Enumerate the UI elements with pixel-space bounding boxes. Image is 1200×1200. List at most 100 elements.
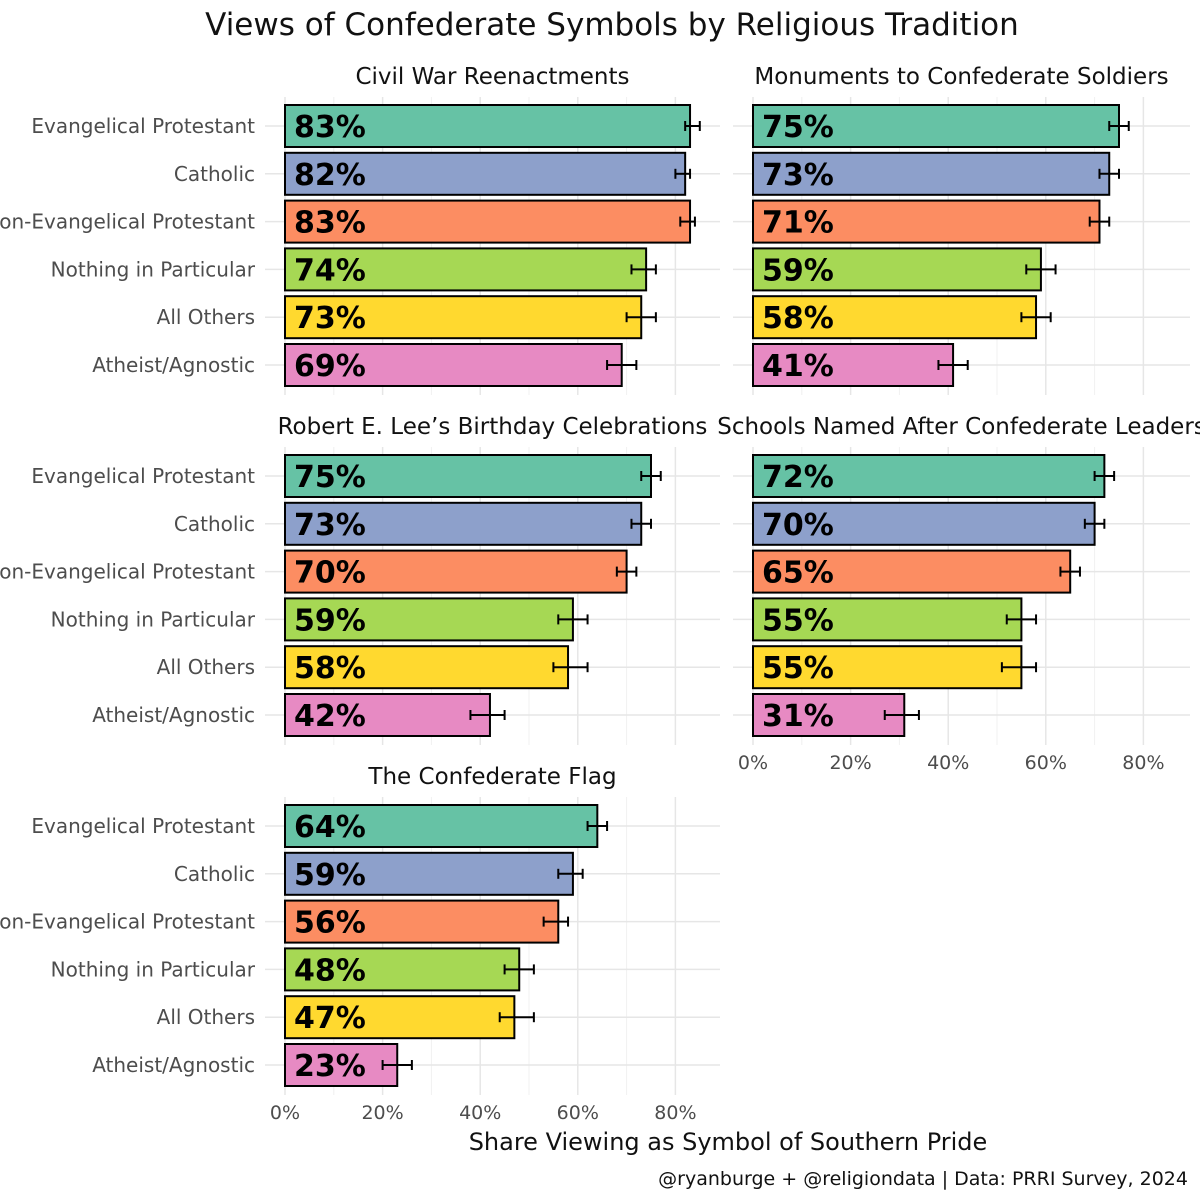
bar-value-label: 56%	[294, 906, 366, 941]
bar-value-label: 42%	[294, 699, 366, 734]
category-label: All Others	[157, 1005, 255, 1029]
bar-value-label: 59%	[762, 253, 834, 288]
bar	[284, 995, 516, 1040]
category-label: Atheist/Agnostic	[92, 1053, 255, 1077]
x-tick-label: 0%	[738, 752, 768, 774]
bar	[752, 501, 1096, 546]
bar	[284, 804, 599, 848]
category-label: Atheist/Agnostic	[92, 703, 255, 727]
bar-value-label: 23%	[294, 1049, 366, 1084]
bar	[284, 645, 570, 690]
bar-value-label: 55%	[762, 603, 834, 638]
facet-panels: Civil War Reenactments 83% 82% 83% 74% 73% 69%…	[0, 64, 1200, 1124]
bar	[284, 199, 692, 244]
category-label: Nothing in Particular	[51, 957, 256, 981]
bar-value-label: 75%	[762, 110, 834, 145]
category-label: Catholic	[174, 162, 255, 186]
bar-value-label: 64%	[294, 810, 366, 845]
category-label: Evangelical Protestant	[31, 814, 255, 838]
bar-value-label: 31%	[762, 699, 834, 734]
bar	[752, 199, 1101, 244]
panel-1: Civil War Reenactments 83% 82% 83% 74% 73% 69%…	[0, 64, 720, 395]
bar	[284, 343, 623, 387]
category-label: Nothing in Particular	[51, 607, 256, 631]
x-tick-label: 80%	[1122, 752, 1164, 774]
bar-value-label: 75%	[294, 460, 366, 495]
bar	[752, 343, 955, 387]
bar	[284, 247, 648, 292]
bar-value-label: 59%	[294, 603, 366, 638]
bar-value-label: 73%	[294, 508, 366, 543]
x-tick-label: 40%	[459, 1102, 501, 1124]
bar-value-label: 73%	[294, 301, 366, 336]
bar	[752, 295, 1038, 340]
bar	[752, 549, 1072, 594]
bar-value-label: 82%	[294, 158, 366, 193]
bar-value-label: 72%	[762, 460, 834, 495]
category-label: Catholic	[174, 512, 255, 536]
caption: @ryanburge + @religiondata | Data: PRRI …	[658, 1168, 1188, 1190]
category-label: Evangelical Protestant	[31, 464, 255, 488]
panel-3: Robert E. Lee’s Birthday Celebrations 75%…	[0, 414, 720, 745]
x-axis-title: Share Viewing as Symbol of Southern Prid…	[469, 1128, 988, 1156]
bar	[752, 151, 1111, 196]
panel-4: Schools Named After Confederate Leaders 7…	[717, 414, 1200, 774]
bar	[284, 899, 560, 944]
bar-value-label: 83%	[294, 206, 366, 241]
bar	[284, 295, 643, 340]
chart-title: Views of Confederate Symbols by Religiou…	[205, 7, 1019, 43]
bar-value-label: 41%	[762, 349, 834, 384]
panel-title: Robert E. Lee’s Birthday Celebrations	[278, 414, 708, 440]
bar-value-label: 47%	[294, 1001, 366, 1036]
x-tick-label: 80%	[654, 1102, 696, 1124]
bar-value-label: 74%	[294, 253, 366, 288]
x-tick-label: 0%	[270, 1102, 300, 1124]
category-label: Nothing in Particular	[51, 257, 256, 281]
bar	[284, 501, 643, 546]
panel-title: Schools Named After Confederate Leaders	[717, 414, 1200, 440]
bar-value-label: 69%	[294, 349, 366, 384]
bar-value-label: 83%	[294, 110, 366, 145]
bar	[284, 1043, 399, 1087]
panel-title: Monuments to Confederate Soldiers	[754, 64, 1168, 90]
panel-2: Monuments to Confederate Soldiers 75% 73% 7…	[733, 64, 1190, 395]
category-label: Atheist/Agnostic	[92, 353, 255, 377]
bar	[752, 104, 1120, 148]
bar-value-label: 55%	[762, 651, 834, 686]
bar-value-label: 71%	[762, 206, 834, 241]
x-tick-label: 20%	[829, 752, 871, 774]
bar	[752, 645, 1023, 690]
category-label: Non-Evangelical Protestant	[0, 560, 255, 584]
bar	[284, 851, 574, 896]
bar-value-label: 70%	[762, 508, 834, 543]
x-tick-label: 40%	[927, 752, 969, 774]
bar	[752, 247, 1042, 292]
category-label: Non-Evangelical Protestant	[0, 910, 255, 934]
bar	[284, 947, 521, 992]
bar-value-label: 65%	[762, 556, 834, 591]
bar	[284, 104, 692, 148]
bar	[752, 693, 906, 737]
category-label: All Others	[157, 305, 255, 329]
category-label: Evangelical Protestant	[31, 114, 255, 138]
panel-title: The Confederate Flag	[367, 764, 616, 790]
bar	[284, 151, 687, 196]
bar	[284, 549, 628, 594]
x-tick-label: 60%	[557, 1102, 599, 1124]
bar	[284, 454, 652, 498]
bar-value-label: 73%	[762, 158, 834, 193]
panel-title: Civil War Reenactments	[355, 64, 629, 90]
bar-value-label: 58%	[762, 301, 834, 336]
bar-value-label: 48%	[294, 953, 366, 988]
bar	[752, 597, 1023, 642]
category-label: Catholic	[174, 862, 255, 886]
category-label: All Others	[157, 655, 255, 679]
category-label: Non-Evangelical Protestant	[0, 210, 255, 234]
x-tick-label: 60%	[1025, 752, 1067, 774]
bar-value-label: 58%	[294, 651, 366, 686]
x-tick-label: 20%	[361, 1102, 403, 1124]
bar-value-label: 70%	[294, 556, 366, 591]
bar-value-label: 59%	[294, 858, 366, 893]
